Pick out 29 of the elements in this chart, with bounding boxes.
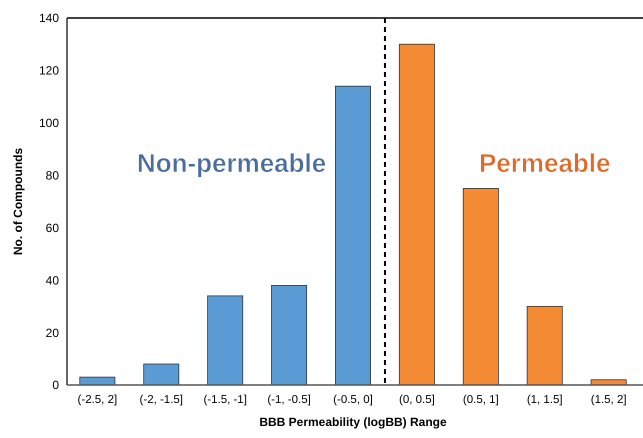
x-tick-label: (-1.5, -1] bbox=[203, 394, 247, 406]
y-tick-label: 100 bbox=[38, 116, 60, 130]
bar bbox=[79, 376, 116, 386]
x-tick-label: (-2, -1.5] bbox=[140, 394, 184, 406]
x-tick-label: (0, 0.5] bbox=[399, 394, 435, 406]
bar bbox=[207, 295, 244, 386]
x-tick-label: (0.5, 1] bbox=[462, 394, 499, 406]
bar bbox=[335, 86, 371, 386]
bar bbox=[462, 188, 499, 386]
bar bbox=[271, 284, 308, 386]
x-tick-label: (-2.5, 2] bbox=[78, 394, 118, 406]
y-tick-label: 40 bbox=[46, 273, 60, 288]
y-tick-label: 60 bbox=[46, 220, 60, 235]
x-axis-title: BBB Permeability (logBB) Range bbox=[259, 415, 448, 429]
annotation: Non-permeable bbox=[136, 148, 326, 178]
bar bbox=[143, 364, 180, 386]
y-tick-label: 0 bbox=[52, 378, 60, 392]
y-tick-label: 120 bbox=[38, 64, 60, 78]
x-tick-label: (-0.5, 0] bbox=[333, 394, 373, 406]
y-axis-title: No. of Compounds bbox=[11, 148, 25, 256]
y-tick-label: 140 bbox=[38, 11, 60, 26]
x-tick-label: (-1, -0.5] bbox=[267, 394, 311, 406]
x-tick-label: (1, 1.5] bbox=[526, 394, 563, 406]
bar bbox=[398, 44, 435, 386]
bar bbox=[526, 306, 563, 386]
y-tick-label: 80 bbox=[46, 168, 60, 182]
y-tick-label: 20 bbox=[46, 326, 60, 340]
annotation: Permeable bbox=[478, 148, 610, 178]
x-tick-label: (1.5, 2] bbox=[590, 394, 627, 406]
